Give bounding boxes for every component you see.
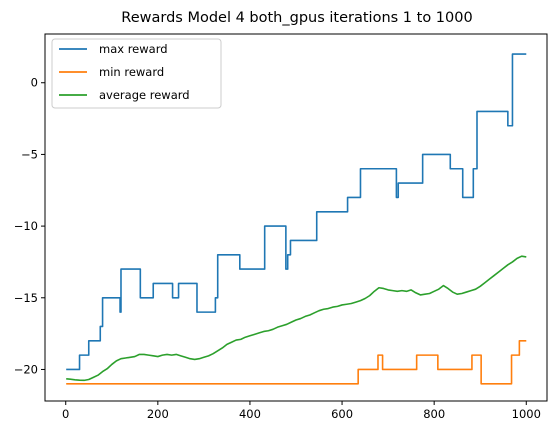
legend-entry: max reward xyxy=(99,42,168,56)
x-tick-label: 600 xyxy=(331,407,353,421)
legend-entry: average reward xyxy=(99,88,190,102)
legend-entry: min reward xyxy=(99,65,164,79)
series-line-min-reward xyxy=(66,341,526,384)
chart-title: Rewards Model 4 both_gpus iterations 1 t… xyxy=(121,10,472,26)
x-tick-label: 0 xyxy=(62,407,69,421)
y-axis: 0 −5 −10 −15 −20 xyxy=(14,76,45,377)
x-tick-label: 1000 xyxy=(512,407,541,421)
x-tick-label: 800 xyxy=(423,407,445,421)
x-tick-label: 400 xyxy=(239,407,261,421)
y-tick-label: −20 xyxy=(14,362,38,376)
x-tick-label: 200 xyxy=(147,407,169,421)
y-tick-label: −10 xyxy=(14,219,38,233)
legend: max reward min reward average reward xyxy=(52,39,221,108)
y-tick-label: −5 xyxy=(21,147,38,161)
y-tick-label: −15 xyxy=(14,291,38,305)
series-line-average-reward xyxy=(66,256,526,380)
y-tick-label: 0 xyxy=(31,76,38,90)
x-axis: 0 200 400 600 800 1000 xyxy=(62,401,541,421)
